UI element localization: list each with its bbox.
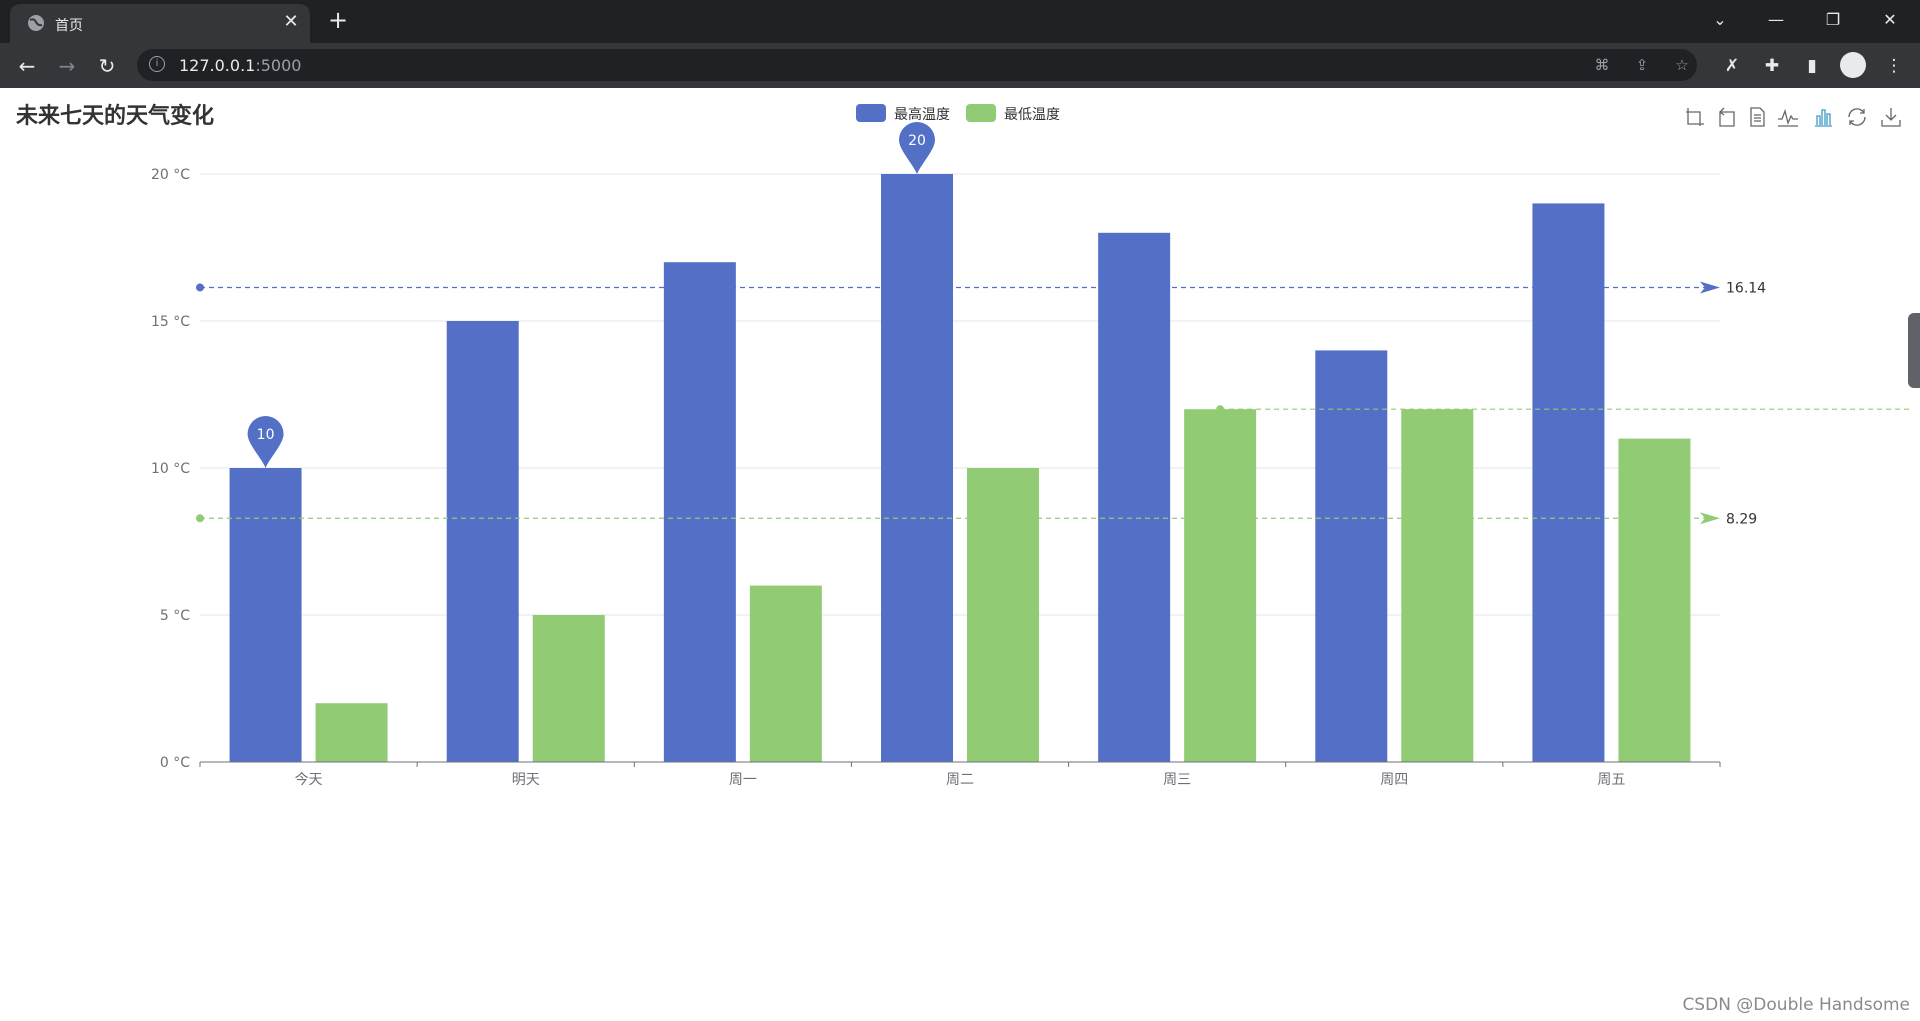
translate-icon[interactable]: ⌘ xyxy=(1594,56,1610,74)
forward-icon[interactable]: → xyxy=(58,54,76,78)
y-tick-label: 5 °C xyxy=(160,608,190,624)
side-panel-icon[interactable]: ▮ xyxy=(1807,56,1817,76)
bar-low[interactable] xyxy=(1184,409,1257,762)
bar-high[interactable] xyxy=(229,468,302,762)
close-window-icon[interactable]: ✕ xyxy=(1883,10,1897,29)
bar-low[interactable] xyxy=(532,615,605,762)
side-panel-handle[interactable] xyxy=(1908,313,1920,388)
profile-avatar-icon[interactable] xyxy=(1840,52,1866,78)
average-mark-label: 16.14 xyxy=(1726,280,1766,296)
site-info-icon[interactable]: i xyxy=(149,56,165,72)
share-icon[interactable]: ⇪ xyxy=(1635,56,1649,74)
extensions-puzzle-icon[interactable]: ✚ xyxy=(1764,56,1780,76)
bar-low[interactable] xyxy=(1618,438,1691,762)
bar-low[interactable] xyxy=(967,468,1039,762)
watermark: CSDN @Double Handsome xyxy=(1682,995,1910,1015)
legend-swatch-low xyxy=(966,104,996,122)
legend-label-low: 最低温度 xyxy=(1004,107,1060,123)
x-tick-label: 周一 xyxy=(729,772,757,788)
browser-toolbar: ← → ↻ i 127.0.0.1:5000 ⌘ ⇪ ☆ ✗ ✚ ▮ ⋮ xyxy=(0,43,1920,88)
bar-high[interactable] xyxy=(1098,232,1171,763)
extension-x-icon[interactable]: ✗ xyxy=(1724,56,1740,76)
bookmark-star-icon[interactable]: ☆ xyxy=(1675,56,1689,74)
back-icon[interactable]: ← xyxy=(18,54,36,78)
new-tab-icon[interactable]: + xyxy=(327,6,349,34)
url-text: 127.0.0.1:5000 xyxy=(179,56,301,75)
x-tick-label: 周四 xyxy=(1380,772,1408,788)
url-host: 127.0.0.1 xyxy=(179,56,256,75)
zoom-reset-icon[interactable] xyxy=(1716,106,1738,128)
chart-title: 未来七天的天气变化 xyxy=(16,104,215,129)
zoom-icon[interactable] xyxy=(1684,106,1706,128)
x-tick-label: 周三 xyxy=(1163,772,1191,788)
x-tick-label: 明天 xyxy=(512,772,540,788)
browser-tab-strip: 首页 ✕ + ⌄ — ❐ ✕ xyxy=(0,0,1920,43)
bar-high[interactable] xyxy=(1532,203,1605,762)
x-tick-label: 今天 xyxy=(295,772,323,788)
globe-icon xyxy=(28,15,44,31)
data-view-icon[interactable] xyxy=(1746,106,1768,128)
mark-point-pin[interactable] xyxy=(899,122,935,174)
bar-low[interactable] xyxy=(315,703,388,762)
y-tick-label: 0 °C xyxy=(160,755,190,771)
bar-high[interactable] xyxy=(663,262,736,762)
url-port: :5000 xyxy=(255,56,302,75)
page-content: 0 °C 5 °C 10 °C 15 °C 20 °C 今天 明天 周一 周二 周三 周四 周五 16.… xyxy=(0,88,1920,1021)
y-tick-label: 15 °C xyxy=(151,314,190,330)
mark-point-label: 20 xyxy=(908,133,926,149)
mark-line-arrow xyxy=(1700,281,1720,294)
restore-icon[interactable] xyxy=(1846,106,1868,128)
more-menu-icon[interactable]: ⋮ xyxy=(1885,56,1903,76)
tab-search-icon[interactable]: ⌄ xyxy=(1713,10,1727,29)
tab-title: 首页 xyxy=(55,18,83,34)
bar-low[interactable] xyxy=(749,585,822,762)
bar-high[interactable] xyxy=(446,321,519,762)
bar-low[interactable] xyxy=(1401,409,1474,762)
save-image-icon[interactable] xyxy=(1880,106,1902,128)
address-bar[interactable]: i 127.0.0.1:5000 ⌘ ⇪ ☆ xyxy=(137,49,1697,81)
bar-high[interactable] xyxy=(881,174,953,762)
mark-point-pin[interactable] xyxy=(247,416,284,468)
browser-tab[interactable]: 首页 ✕ xyxy=(10,4,310,43)
bar-chart-icon[interactable] xyxy=(1812,106,1834,128)
close-tab-icon[interactable]: ✕ xyxy=(283,11,299,32)
y-tick-label: 10 °C xyxy=(151,461,190,477)
line-chart-icon[interactable] xyxy=(1777,106,1799,128)
y-tick-label: 20 °C xyxy=(151,167,190,183)
average-mark-label: 8.29 xyxy=(1726,511,1757,527)
mark-point-label: 10 xyxy=(257,427,275,443)
legend-label-high: 最高温度 xyxy=(894,107,950,123)
reload-icon[interactable]: ↻ xyxy=(98,54,116,78)
x-tick-label: 周五 xyxy=(1597,772,1625,788)
restore-window-icon[interactable]: ❐ xyxy=(1825,10,1841,29)
x-tick-label: 周二 xyxy=(946,772,974,788)
bar-high[interactable] xyxy=(1315,350,1388,762)
bar-chart: 0 °C 5 °C 10 °C 15 °C 20 °C 今天 明天 周一 周二 周三 周四 周五 16.… xyxy=(151,122,1910,788)
minimize-icon[interactable]: — xyxy=(1768,10,1784,29)
mark-line-arrow xyxy=(1700,512,1720,525)
legend-swatch-high xyxy=(856,104,886,122)
